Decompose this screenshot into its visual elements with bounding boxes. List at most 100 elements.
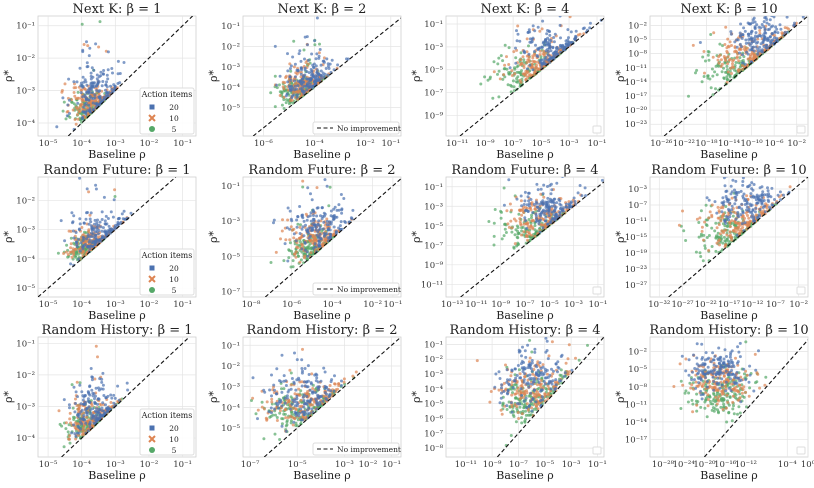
point-n20	[104, 403, 107, 407]
x-tick-label: 10⁻²	[140, 300, 159, 310]
point-n20	[722, 177, 726, 180]
y-tick-label: 10⁻⁹	[424, 261, 443, 271]
point-n20	[77, 431, 81, 435]
point-n20	[754, 31, 758, 35]
y-axis-label: ρ*	[2, 391, 15, 403]
point-n20	[767, 23, 771, 26]
point-n20	[526, 30, 530, 34]
point-n20	[70, 431, 74, 435]
point-n20	[306, 254, 310, 258]
point-n20	[89, 211, 93, 215]
point-n20	[541, 199, 545, 203]
point-n20	[97, 386, 100, 390]
x-axis-label: Baseline ρ	[700, 148, 757, 161]
point-n5	[284, 424, 288, 428]
point-n20	[753, 210, 757, 214]
point-n20	[308, 214, 312, 218]
point-n10	[527, 60, 531, 63]
point-n10	[65, 110, 69, 114]
point-n5	[513, 67, 517, 71]
point-n20	[96, 81, 100, 85]
legend-title: Action items	[141, 411, 193, 420]
point-n20	[297, 52, 301, 56]
point-n5	[725, 237, 729, 241]
point-n10	[522, 66, 526, 69]
point-n5	[76, 90, 80, 94]
point-n20	[527, 52, 531, 56]
point-n10	[57, 409, 61, 413]
point-n10	[520, 61, 524, 65]
point-n10	[66, 253, 70, 256]
point-n10	[76, 113, 80, 116]
point-n20	[553, 197, 557, 201]
point-n10	[730, 72, 733, 75]
point-n10	[69, 246, 73, 250]
point-n10	[733, 50, 737, 54]
point-n5	[282, 412, 286, 416]
point-n10	[731, 59, 735, 63]
point-n20	[97, 407, 101, 411]
x-tick-label: 10⁻²	[789, 300, 808, 310]
point-n20	[581, 27, 585, 31]
point-n5	[66, 430, 70, 434]
point-n20	[313, 242, 317, 246]
point-n20	[720, 201, 724, 205]
panel-2: 10⁻⁶ 10⁻⁴ 10⁻² 10⁻¹10⁻⁵10⁻⁴10⁻³10⁻²10⁻¹Next…	[207, 2, 402, 161]
point-n20	[315, 214, 319, 218]
point-n20	[75, 80, 79, 84]
point-n10	[70, 255, 74, 259]
point-n10	[746, 214, 749, 217]
point-n20	[65, 114, 69, 118]
point-n20	[93, 222, 96, 226]
point-n5	[713, 229, 717, 233]
point-n20	[288, 75, 292, 79]
point-n20	[747, 32, 751, 36]
point-n10	[528, 226, 532, 230]
point-n20	[300, 227, 304, 231]
point-n20	[553, 209, 556, 213]
point-n20	[740, 222, 744, 226]
point-n10	[69, 421, 73, 425]
x-axis-label: Baseline ρ	[496, 309, 553, 322]
point-n20	[339, 193, 343, 196]
point-n10	[85, 415, 89, 419]
point-n20	[770, 203, 774, 207]
point-n5	[687, 94, 690, 98]
point-n10	[519, 223, 523, 227]
point-n5	[501, 77, 505, 81]
panel-title: Random History: β = 1	[41, 323, 192, 338]
point-n10	[510, 74, 514, 77]
point-n20	[315, 16, 319, 20]
point-n10	[718, 232, 722, 236]
point-n20	[295, 95, 299, 99]
point-n20	[729, 32, 733, 36]
y-axis-label: ρ*	[207, 231, 220, 243]
point-n10	[295, 72, 299, 76]
legend-marker-x	[148, 114, 156, 122]
point-n20	[740, 202, 744, 206]
point-n10	[726, 51, 729, 55]
x-tick-label: 10⁻²²	[695, 300, 717, 310]
point-n20	[319, 214, 322, 218]
point-n20	[725, 197, 729, 201]
point-n10	[758, 29, 762, 32]
point-n10	[536, 68, 540, 72]
point-n5	[75, 250, 79, 254]
point-n20	[96, 218, 99, 222]
point-n10	[542, 195, 546, 199]
point-n10	[283, 81, 287, 85]
point-n20	[91, 83, 95, 87]
point-n20	[555, 201, 559, 205]
point-n5	[492, 243, 496, 247]
point-n20	[762, 20, 766, 24]
point-n10	[718, 53, 722, 57]
point-n20	[305, 70, 309, 74]
point-n10	[295, 245, 299, 249]
point-n10	[532, 71, 536, 75]
point-n20	[707, 198, 711, 202]
point-n10	[64, 421, 68, 425]
point-n20	[272, 221, 275, 225]
point-n5	[516, 226, 520, 230]
point-n10	[82, 429, 86, 432]
point-n10	[82, 426, 85, 430]
